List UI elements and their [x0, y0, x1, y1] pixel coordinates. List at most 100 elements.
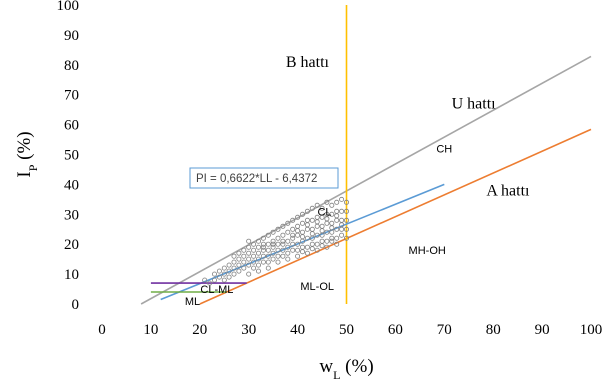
data-point: [275, 226, 281, 232]
data-point: [299, 211, 305, 217]
line-name-label: U hattı: [452, 96, 497, 113]
y-tick-label: 100: [57, 0, 80, 14]
data-point: [324, 244, 330, 250]
data-point: [265, 259, 271, 265]
data-point: [304, 235, 310, 241]
data-point: [334, 208, 340, 214]
equation-box: [189, 167, 339, 189]
data-point: [319, 243, 325, 249]
data-point: [290, 232, 296, 238]
line-name-label: B hattı: [286, 54, 330, 71]
data-point: [270, 229, 276, 235]
data-point: [241, 247, 247, 253]
data-point: [275, 241, 281, 247]
data-point: [339, 208, 345, 214]
data-point: [255, 256, 261, 262]
x-tick-label: 20: [192, 322, 207, 338]
data-point: [255, 244, 261, 250]
x-tick-label: 100: [580, 322, 603, 338]
x-tick-label: 90: [535, 322, 550, 338]
data-point: [339, 222, 345, 228]
data-point: [216, 268, 222, 274]
y-axis-title-main: I: [14, 171, 35, 177]
x-axis-title-unit: (%): [340, 356, 373, 377]
data-point: [231, 259, 237, 265]
data-point: [339, 232, 345, 238]
zone-label: CL: [317, 206, 331, 218]
data-point: [295, 232, 301, 238]
data-point: [260, 241, 266, 247]
data-point: [319, 214, 325, 220]
data-point: [246, 262, 252, 268]
data-point: [290, 217, 296, 223]
data-point: [324, 238, 330, 244]
data-point: [343, 217, 349, 223]
data-point: [211, 271, 217, 277]
data-point: [343, 235, 349, 241]
x-axis-title-main: w: [319, 356, 333, 377]
data-point: [251, 247, 257, 253]
data-point: [216, 274, 222, 280]
data-point: [334, 213, 340, 219]
zone-label: ML-OL: [300, 281, 334, 293]
data-point: [295, 247, 301, 253]
y-tick-label: 0: [72, 297, 80, 313]
data-point: [309, 205, 315, 211]
data-point: [270, 250, 276, 256]
data-point: [299, 229, 305, 235]
data-point: [270, 241, 276, 247]
data-point: [280, 247, 286, 253]
data-point: [299, 244, 305, 250]
data-point: [221, 277, 227, 283]
data-point: [280, 232, 286, 238]
data-point: [324, 199, 330, 205]
data-point: [290, 235, 296, 241]
data-point: [246, 271, 252, 277]
data-point: [309, 231, 315, 237]
data-point: [295, 214, 301, 220]
data-point: [211, 277, 217, 283]
data-point: [207, 280, 213, 286]
x-tick-label: 50: [339, 322, 354, 338]
x-axis-title: wL (%): [319, 356, 373, 382]
data-point: [314, 232, 320, 238]
data-point: [260, 259, 266, 265]
data-point: [339, 217, 345, 223]
data-point: [314, 241, 320, 247]
data-point: [265, 241, 271, 247]
data-point: [309, 226, 315, 232]
data-point: [236, 256, 242, 262]
data-point: [275, 253, 281, 259]
data-point: [334, 235, 340, 241]
a-line: [199, 128, 592, 305]
data-point: [202, 277, 208, 283]
data-point: [329, 202, 335, 208]
y-tick-label: 50: [64, 148, 79, 164]
data-point: [295, 253, 301, 259]
trend-line: [160, 183, 445, 301]
data-point: [265, 232, 271, 238]
data-point: [314, 247, 320, 253]
y-tick-label: 70: [64, 88, 79, 104]
data-point: [304, 244, 310, 250]
data-point: [265, 265, 271, 271]
data-point: [231, 271, 237, 277]
data-point: [304, 217, 310, 223]
data-point: [231, 265, 237, 271]
data-point: [251, 253, 257, 259]
data-point: [339, 196, 345, 202]
data-point: [226, 274, 232, 280]
y-axis-title-sub: P: [26, 164, 40, 171]
y-tick-label: 30: [64, 207, 79, 223]
data-point: [334, 217, 340, 223]
x-tick-label: 30: [241, 322, 256, 338]
data-point: [275, 247, 281, 253]
data-point: [255, 262, 261, 268]
data-point: [295, 228, 301, 234]
y-axis-title-unit: (%): [14, 131, 35, 164]
data-point: [299, 220, 305, 226]
data-point: [309, 241, 315, 247]
data-point: [251, 241, 257, 247]
data-point: [319, 238, 325, 244]
data-point: [221, 271, 227, 277]
